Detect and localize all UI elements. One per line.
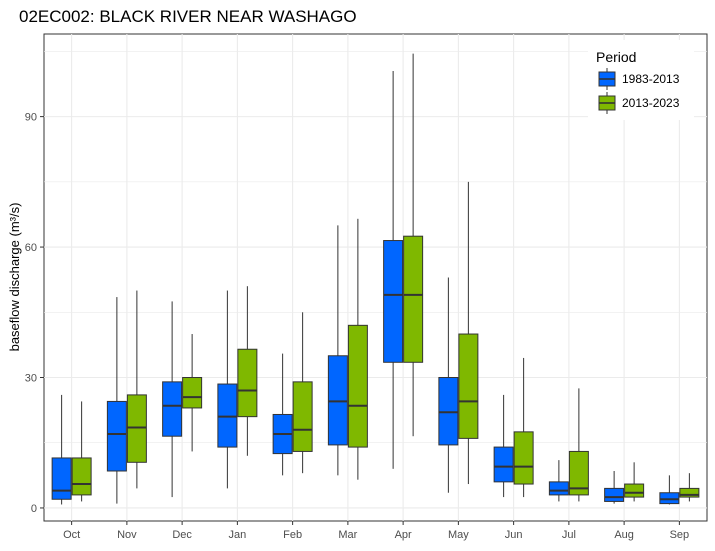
- x-tick-label: Dec: [172, 529, 192, 541]
- box-dec-series-2: [182, 334, 203, 452]
- axes: 0 30 60 90 Oct Nov Dec Jan Feb Mar Apr May Jun Jul Aug…: [25, 112, 689, 541]
- legend-label: 1983-2013: [622, 72, 680, 86]
- x-tick-label: Jun: [505, 529, 523, 541]
- box-mar-series-2: [347, 218, 368, 480]
- x-tick-label: Aug: [614, 529, 634, 541]
- legend: Period 1983-2013 2013-2023: [588, 40, 694, 120]
- x-tick-label: Apr: [395, 529, 412, 541]
- box-iqr: [71, 457, 92, 496]
- box-oct-series-1: [51, 394, 72, 505]
- box-oct-series-2: [71, 401, 92, 502]
- box-iqr: [217, 383, 238, 448]
- y-tick-label: 60: [25, 242, 37, 254]
- box-aug-series-2: [624, 462, 645, 502]
- legend-item-1: 1983-2013: [598, 68, 680, 90]
- box-may-series-2: [458, 181, 479, 485]
- box-jun-series-1: [493, 394, 514, 498]
- y-tick-label: 30: [25, 373, 37, 385]
- box-iqr: [548, 481, 569, 496]
- box-iqr: [604, 487, 625, 502]
- box-apr-series-1: [383, 70, 404, 469]
- box-iqr: [106, 400, 127, 472]
- box-iqr: [327, 355, 348, 446]
- x-tick-label: Jul: [562, 529, 576, 541]
- series-2: [71, 53, 700, 502]
- x-tick-label: Mar: [338, 529, 357, 541]
- legend-item-2: 2013-2023: [598, 92, 680, 114]
- boxplot-series: [51, 53, 700, 505]
- box-iqr: [126, 394, 147, 463]
- box-iqr: [438, 377, 459, 446]
- y-tick-label: 0: [31, 503, 37, 515]
- box-jun-series-2: [513, 357, 534, 498]
- box-apr-series-2: [403, 53, 424, 437]
- x-tick-label: Nov: [117, 529, 137, 541]
- box-sep-series-1: [659, 475, 680, 505]
- box-jul-series-1: [548, 460, 569, 502]
- x-tick-label: Oct: [63, 529, 80, 541]
- box-nov-series-1: [106, 297, 127, 504]
- box-iqr: [51, 457, 72, 500]
- box-iqr: [493, 446, 514, 483]
- box-mar-series-1: [327, 225, 348, 476]
- box-iqr: [237, 348, 258, 418]
- box-may-series-1: [438, 277, 459, 493]
- box-feb-series-2: [292, 312, 313, 474]
- chart-title: 02EC002: BLACK RIVER NEAR WASHAGO: [19, 7, 357, 26]
- y-axis-title: baseflow discharge (m³/s): [7, 203, 22, 352]
- box-iqr: [679, 487, 700, 498]
- box-sep-series-2: [679, 473, 700, 502]
- legend-label: 2013-2023: [622, 96, 680, 110]
- legend-title: Period: [596, 49, 636, 65]
- x-tick-label: Feb: [283, 529, 302, 541]
- box-iqr: [458, 333, 479, 439]
- box-iqr: [182, 377, 203, 409]
- box-aug-series-1: [604, 470, 625, 504]
- box-nov-series-2: [126, 290, 147, 489]
- grid-lines: [44, 34, 707, 521]
- box-iqr: [624, 483, 645, 498]
- x-tick-label: May: [448, 529, 469, 541]
- box-iqr: [347, 324, 368, 448]
- box-jul-series-2: [568, 388, 589, 502]
- box-iqr: [659, 492, 680, 505]
- box-iqr: [383, 240, 404, 363]
- box-feb-series-1: [272, 353, 293, 476]
- y-tick-label: 90: [25, 112, 37, 124]
- box-iqr: [292, 381, 313, 452]
- x-tick-label: Sep: [670, 529, 690, 541]
- series-1: [51, 70, 680, 505]
- box-iqr: [568, 450, 589, 496]
- box-iqr: [162, 381, 183, 437]
- box-dec-series-1: [162, 301, 183, 498]
- box-jan-series-1: [217, 290, 238, 489]
- box-iqr: [403, 235, 424, 363]
- x-tick-label: Jan: [229, 529, 247, 541]
- box-jan-series-2: [237, 286, 258, 456]
- box-iqr: [513, 431, 534, 485]
